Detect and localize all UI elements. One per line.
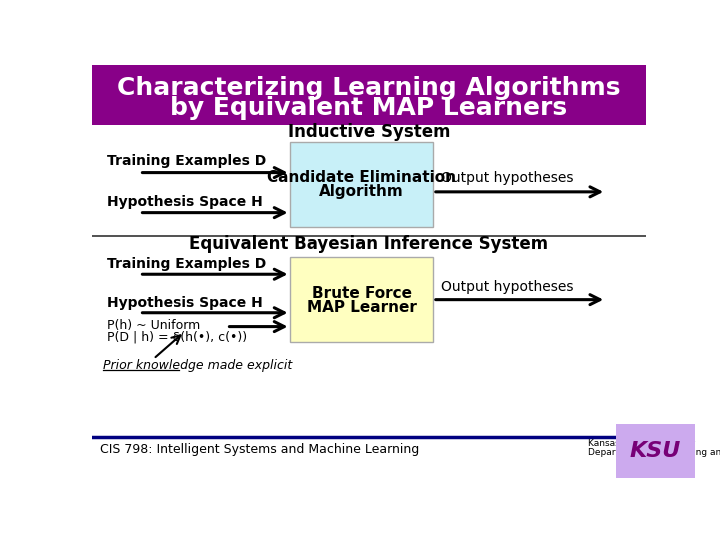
Text: Inductive System: Inductive System [288,123,450,141]
Text: Hypothesis Space H: Hypothesis Space H [107,195,263,209]
Text: Prior knowledge made explicit: Prior knowledge made explicit [104,359,292,372]
Text: P(h) ~ Uniform: P(h) ~ Uniform [107,319,200,332]
Text: Output hypotheses: Output hypotheses [441,280,574,294]
FancyBboxPatch shape [290,142,433,226]
Text: Output hypotheses: Output hypotheses [441,171,574,185]
Text: MAP Learner: MAP Learner [307,300,417,315]
FancyBboxPatch shape [290,257,433,342]
Text: Brute Force: Brute Force [312,286,412,301]
Text: Candidate Elimination: Candidate Elimination [267,171,456,186]
Text: Algorithm: Algorithm [319,184,404,199]
FancyBboxPatch shape [616,424,695,478]
Text: Equivalent Bayesian Inference System: Equivalent Bayesian Inference System [189,235,549,253]
Text: Training Examples D: Training Examples D [107,154,266,168]
Text: KSU: KSU [629,441,681,461]
Text: Training Examples D: Training Examples D [107,257,266,271]
Text: Hypothesis Space H: Hypothesis Space H [107,296,263,310]
Text: CIS 798: Intelligent Systems and Machine Learning: CIS 798: Intelligent Systems and Machine… [99,443,419,456]
FancyBboxPatch shape [92,65,647,125]
Text: by Equivalent MAP Learners: by Equivalent MAP Learners [171,96,567,120]
Text: P(D | h) = δ(h(•), c(•)): P(D | h) = δ(h(•), c(•)) [107,331,248,344]
Text: Department of Computing and Information Sciences: Department of Computing and Information … [588,448,720,457]
Text: Characterizing Learning Algorithms: Characterizing Learning Algorithms [117,76,621,100]
Text: Kansas State University: Kansas State University [588,439,696,448]
